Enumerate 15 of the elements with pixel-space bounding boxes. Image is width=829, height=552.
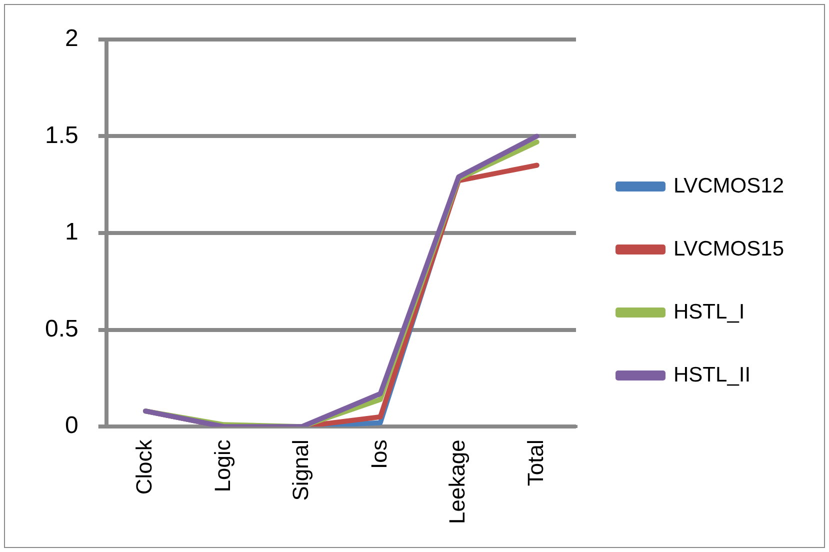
legend-label: LVCMOS15	[674, 237, 784, 260]
x-tick-label: Total	[522, 440, 548, 486]
x-tick-label: Logic	[210, 440, 235, 492]
y-tick-label: 0.5	[44, 315, 78, 342]
legend-label: HSTL_II	[674, 363, 751, 386]
legend-label: HSTL_I	[674, 300, 745, 324]
x-tick-label: Leekage	[444, 440, 470, 524]
y-tick-label: 1.5	[44, 122, 78, 149]
x-tick-label: Ios	[366, 440, 392, 469]
y-tick-label: 0	[65, 412, 78, 440]
y-tick-label: 1	[65, 218, 78, 246]
x-tick-label: Signal	[288, 440, 314, 501]
y-tick-label: 2	[65, 25, 78, 52]
legend-label: LVCMOS12	[674, 174, 784, 198]
x-tick-label: Clock	[132, 438, 157, 495]
